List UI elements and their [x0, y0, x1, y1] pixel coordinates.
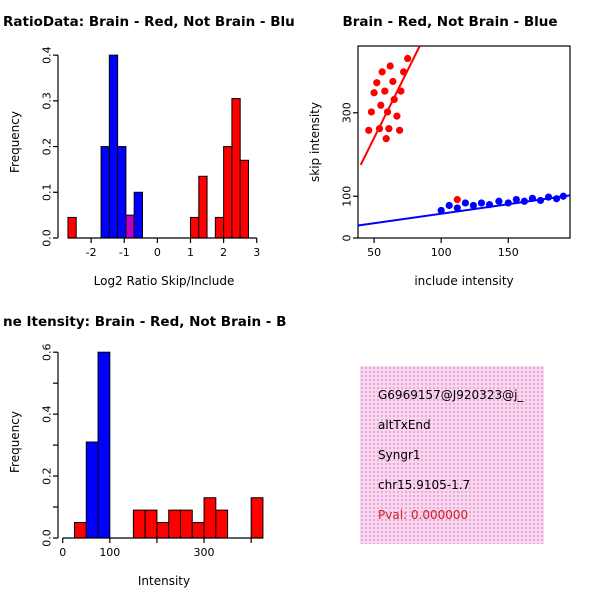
pval-text: Pval: 0.000000	[378, 508, 469, 522]
genomic-location: chr15.9105-1.7	[378, 478, 471, 492]
panel-gene-info: G6969157@J920323@j_ altTxEnd Syngr1 chr1…	[300, 300, 600, 600]
svg-text:0: 0	[341, 235, 354, 242]
svg-text:0.4: 0.4	[41, 46, 54, 64]
svg-text:0: 0	[154, 246, 161, 259]
gene-intensity-histogram-chart: 0 100 300 0.0 0.2 0.4 0.6 Intensity Frequency	[8, 343, 264, 588]
svg-text:Frequency: Frequency	[8, 111, 22, 173]
svg-text:150: 150	[498, 246, 519, 259]
svg-text:100: 100	[99, 546, 120, 559]
svg-text:0.2: 0.2	[41, 138, 54, 156]
gene-probe-id: G6969157@J920323@j_	[378, 388, 524, 402]
svg-text:300: 300	[341, 102, 354, 123]
svg-text:Frequency: Frequency	[8, 411, 22, 473]
svg-text:0.6: 0.6	[41, 343, 54, 361]
svg-text:0: 0	[59, 546, 66, 559]
svg-text:0.4: 0.4	[41, 405, 54, 423]
svg-text:50: 50	[367, 246, 381, 259]
intensity-scatter-title: Brain - Red, Not Brain - Blue	[342, 14, 558, 30]
gene-info-box: G6969157@J920323@j_ altTxEnd Syngr1 chr1…	[360, 366, 544, 544]
svg-text:0.1: 0.1	[41, 184, 54, 202]
svg-text:0.0: 0.0	[41, 229, 54, 247]
gene-symbol: Syngr1	[378, 448, 421, 462]
event-type: altTxEnd	[378, 418, 431, 432]
svg-text:-1: -1	[119, 246, 130, 259]
panel-gene-intensity-histogram: ne Itensity: Brain - Red, Not Brain - B …	[0, 300, 300, 600]
svg-text:Intensity: Intensity	[138, 574, 190, 588]
panel-intensity-scatter: Brain - Red, Not Brain - Blue 50 100 150 0 1…	[300, 0, 600, 300]
svg-text:0.2: 0.2	[41, 467, 54, 485]
svg-text:skip intensity: skip intensity	[308, 102, 322, 182]
ratio-histogram-title: RatioData: Brain - Red, Not Brain - Blu	[3, 14, 295, 30]
svg-text:1: 1	[187, 246, 194, 259]
svg-text:3: 3	[253, 246, 260, 259]
svg-text:100: 100	[431, 246, 452, 259]
svg-text:0.0: 0.0	[41, 529, 54, 547]
svg-text:0.3: 0.3	[41, 92, 54, 110]
svg-text:Log2 Ratio Skip/Include: Log2 Ratio Skip/Include	[94, 274, 235, 288]
svg-text:include intensity: include intensity	[414, 274, 513, 288]
gene-intensity-histogram-title: ne Itensity: Brain - Red, Not Brain - B	[3, 314, 287, 330]
panel-ratio-histogram: RatioData: Brain - Red, Not Brain - Blu …	[0, 0, 300, 300]
svg-text:-2: -2	[86, 246, 97, 259]
intensity-scatter-chart: 50 100 150 0 100 300 include intensity skip int…	[308, 45, 571, 288]
svg-text:2: 2	[220, 246, 227, 259]
svg-text:100: 100	[341, 186, 354, 207]
ratio-histogram-chart: -2 -1 0 1 2 3 0.0 0.1 0.2 0.3 0.4 Log2 Ratio Skip/I…	[8, 46, 260, 288]
svg-text:300: 300	[194, 546, 215, 559]
